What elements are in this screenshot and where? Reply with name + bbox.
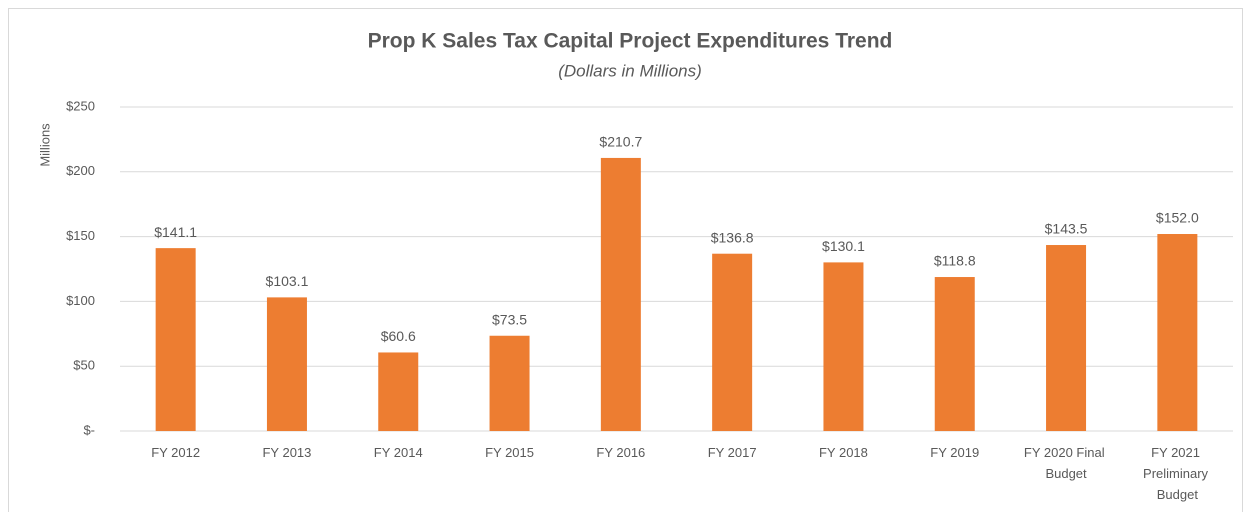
x-tick-label: FY 2014 (374, 445, 423, 460)
data-label: $103.1 (266, 273, 309, 289)
x-tick-label: FY 2013 (262, 445, 311, 460)
y-axis-label: Millions (37, 123, 52, 167)
y-tick-label: $150 (66, 228, 95, 243)
bar (1046, 245, 1087, 431)
data-label: $73.5 (492, 311, 527, 327)
bar (266, 297, 307, 431)
chart-border (8, 8, 1243, 512)
x-tick-label: FY 2016 (596, 445, 645, 460)
x-tick-label: FY 2021 Preliminary Budget (1143, 445, 1212, 502)
bar (489, 335, 530, 431)
x-tick-label: FY 2017 (708, 445, 757, 460)
data-label: $130.1 (822, 238, 865, 254)
bar (823, 262, 864, 431)
bar (378, 352, 419, 431)
data-label: $60.6 (381, 328, 416, 344)
y-tick-label: $250 (66, 98, 95, 113)
x-tick-label: FY 2019 (930, 445, 979, 460)
y-tick-label: $50 (73, 358, 95, 373)
x-tick-label: FY 2012 (151, 445, 200, 460)
x-tick-label: FY 2020 Final Budget (1024, 445, 1108, 481)
y-tick-label: $- (83, 422, 95, 437)
data-label: $136.8 (711, 229, 754, 245)
bar (155, 248, 196, 431)
data-label: $210.7 (599, 134, 642, 150)
data-label: $143.5 (1045, 221, 1088, 237)
y-tick-label: $100 (66, 293, 95, 308)
bar (712, 253, 753, 431)
x-tick-label: FY 2018 (819, 445, 868, 460)
data-label: $152.0 (1156, 210, 1199, 226)
bar (934, 277, 975, 431)
data-label: $118.8 (934, 253, 976, 269)
chart-subtitle: (Dollars in Millions) (558, 61, 702, 80)
data-label: $141.1 (154, 224, 197, 240)
x-tick-label: FY 2015 (485, 445, 534, 460)
bar (600, 157, 641, 431)
bar (1157, 234, 1198, 431)
chart-title: Prop K Sales Tax Capital Project Expendi… (368, 30, 893, 53)
y-tick-label: $200 (66, 163, 95, 178)
